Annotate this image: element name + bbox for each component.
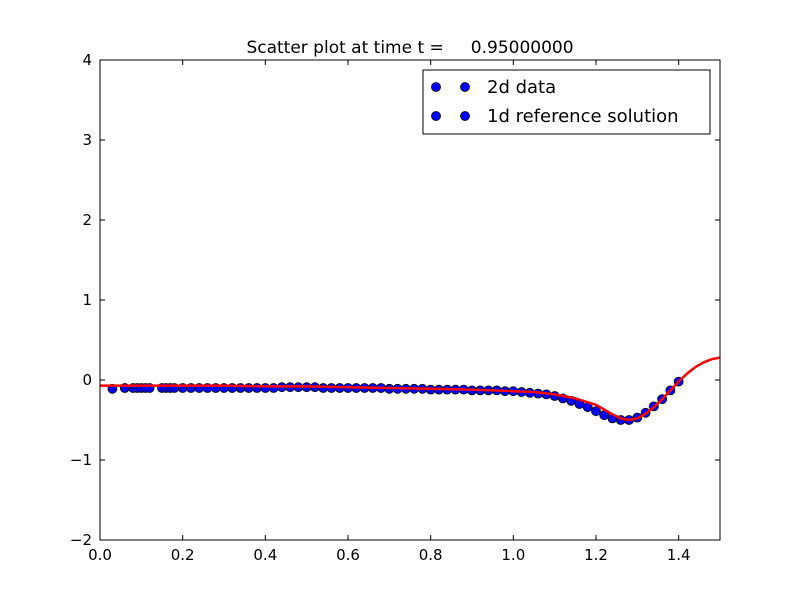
legend-box (422, 69, 711, 135)
legend-label: 2d data (487, 77, 556, 98)
y-tick-label: 2 (82, 211, 92, 229)
legend-marker (460, 82, 470, 92)
y-tick-label: −1 (70, 451, 92, 469)
legend-label: 1d reference solution (487, 106, 679, 127)
x-tick-label: 0.8 (419, 546, 443, 564)
legend-marker (460, 111, 470, 121)
legend-marker (431, 82, 441, 92)
chart-title: Scatter plot at time t = 0.95000000 (246, 38, 573, 58)
x-tick-label: 0.6 (336, 546, 360, 564)
x-tick-label: 0.2 (171, 546, 195, 564)
x-tick-label: 0.0 (88, 546, 112, 564)
x-tick-label: 1.4 (667, 546, 691, 564)
y-tick-label: −2 (70, 531, 92, 549)
x-tick-label: 1.2 (584, 546, 608, 564)
axes-layer: 0.0 0.2 0.4 0.6 0.8 1.0 1.2 1.4 −2 −1 0 1 2 3 4 (70, 51, 721, 564)
legend: 2d data 1d reference solution (422, 69, 711, 135)
legend-marker (431, 111, 441, 121)
scatter-point (268, 383, 279, 393)
x-tick-label: 0.4 (253, 546, 277, 564)
x-tick-label: 1.0 (501, 546, 525, 564)
scatter-point (260, 383, 271, 393)
y-tick-label: 4 (82, 51, 92, 69)
y-tick-label: 1 (82, 291, 92, 309)
reference-solution-line (100, 356, 720, 422)
scatter-point (591, 406, 601, 417)
y-tick-label: 0 (82, 371, 92, 389)
scatter-point (252, 383, 262, 393)
y-tick-label: 3 (82, 131, 92, 149)
plot-content (100, 356, 720, 425)
